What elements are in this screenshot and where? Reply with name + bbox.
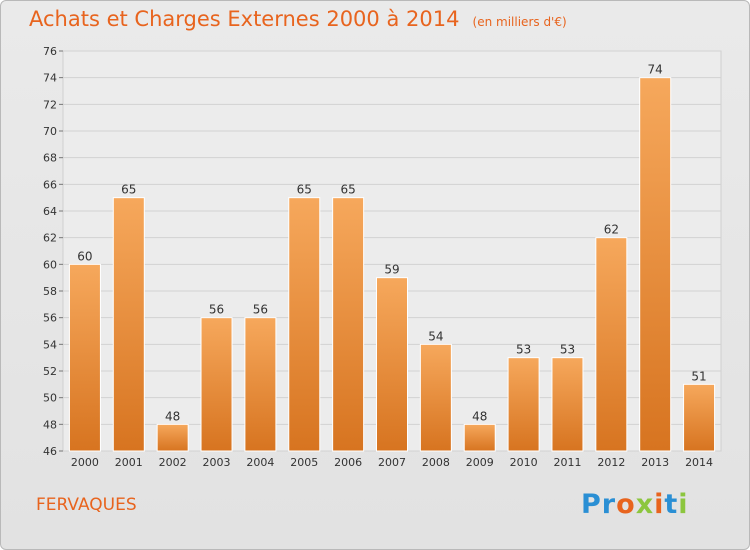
x-tick-label: 2003: [203, 456, 231, 469]
logo-letter: i: [654, 489, 665, 520]
bars: [68, 77, 716, 452]
y-tick-label: 70: [43, 125, 57, 138]
bar-2005: [288, 197, 321, 452]
bar-2001: [112, 197, 145, 452]
data-label: 65: [340, 183, 355, 197]
y-tick-label: 76: [43, 45, 57, 58]
data-label: 62: [604, 223, 619, 237]
y-tick-label: 52: [43, 365, 57, 378]
bar-2012: [595, 237, 628, 452]
logo-letter: x: [635, 489, 655, 520]
data-label: 59: [384, 263, 399, 277]
x-tick-label: 2013: [641, 456, 669, 469]
x-tick-label: 2009: [466, 456, 494, 469]
y-tick-label: 60: [43, 258, 57, 271]
x-tick-label: 2007: [378, 456, 406, 469]
data-label: 53: [516, 343, 531, 357]
data-labels: 60 65 48 56 56 65 65 59 54 48 53 53 62 74 51: [77, 63, 706, 424]
y-tick-label: 68: [43, 152, 57, 165]
x-axis: 2000 2001 2002 2003 2004 2005 2006 2007 2008 2009…: [71, 456, 713, 469]
bar-2006: [332, 197, 365, 452]
logo-letter: r: [601, 489, 617, 520]
bar-2014: [683, 383, 716, 452]
x-tick-label: 2006: [334, 456, 362, 469]
y-tick-label: 72: [43, 98, 57, 111]
y-tick-label: 62: [43, 232, 57, 245]
x-tick-label: 2014: [685, 456, 713, 469]
bar-2003: [200, 317, 233, 452]
y-tick-label: 66: [43, 178, 57, 191]
data-label: 74: [648, 63, 663, 77]
x-tick-label: 2011: [553, 456, 581, 469]
bar-2009: [463, 423, 496, 452]
data-label: 56: [253, 303, 268, 317]
y-tick-label: 64: [43, 205, 57, 218]
data-label: 54: [428, 329, 443, 343]
logo-letter: o: [616, 489, 636, 520]
x-tick-label: 2008: [422, 456, 450, 469]
x-tick-label: 2000: [71, 456, 99, 469]
y-tick-label: 56: [43, 312, 57, 325]
bar-2000: [68, 263, 101, 452]
logo-letter: t: [664, 489, 679, 520]
x-tick-label: 2012: [597, 456, 625, 469]
logo-letter: i: [678, 489, 689, 520]
bar-2008: [419, 343, 452, 452]
bar-2011: [551, 357, 584, 452]
x-tick-label: 2010: [510, 456, 538, 469]
chart-unit: (en milliers d'€): [472, 15, 567, 29]
y-tick-label: 58: [43, 285, 57, 298]
data-label: 60: [77, 249, 92, 263]
data-label: 65: [297, 183, 312, 197]
data-label: 53: [560, 343, 575, 357]
x-tick-label: 2001: [115, 456, 143, 469]
chart-title: Achats et Charges Externes 2000 à 2014: [29, 7, 460, 31]
bar-2010: [507, 357, 540, 452]
y-tick-label: 54: [43, 338, 57, 351]
y-tick-label: 46: [43, 445, 57, 458]
data-label: 48: [472, 409, 487, 423]
proxiti-logo: Proxiti: [581, 489, 689, 520]
x-tick-label: 2005: [290, 456, 318, 469]
x-tick-label: 2004: [246, 456, 274, 469]
bar-2004: [244, 317, 277, 452]
y-tick-label: 74: [43, 72, 57, 85]
logo-letter: P: [581, 489, 602, 520]
y-tick-label: 50: [43, 392, 57, 405]
x-tick-label: 2002: [159, 456, 187, 469]
data-label: 65: [121, 183, 136, 197]
chart-title-block: Achats et Charges Externes 2000 à 2014 (…: [29, 7, 567, 31]
data-label: 48: [165, 409, 180, 423]
commune-name: FERVAQUES: [36, 495, 137, 515]
bar-2013: [639, 77, 672, 452]
bar-2007: [376, 277, 408, 452]
y-tick-label: 48: [43, 418, 57, 431]
bar-2002: [156, 423, 189, 452]
y-axis: 46 48 50 52 54 56 58 60 62 64 66 68 70 72 74 76: [43, 45, 63, 458]
data-label: 56: [209, 303, 224, 317]
data-label: 51: [691, 369, 706, 383]
